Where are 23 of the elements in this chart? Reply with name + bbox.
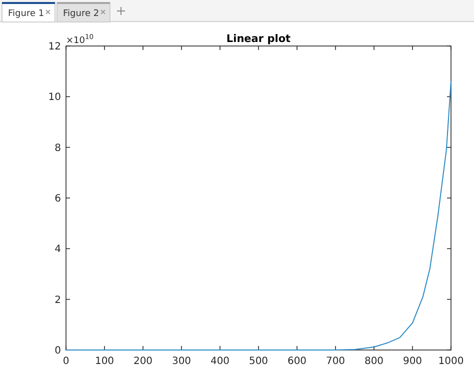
x-tick-label: 800	[364, 356, 384, 367]
x-tick-label: 200	[133, 356, 153, 367]
annotation: ×10$^{10}$	[66, 33, 94, 46]
x-tick-label: 1000	[438, 356, 464, 367]
caption: Figure 1	[8, 9, 44, 19]
x-tick-label: 0	[62, 356, 70, 367]
y-tick-label: 12	[48, 42, 61, 52]
x-tick-label: 300	[172, 356, 192, 367]
y-tick-label: 4	[54, 244, 61, 256]
caption: Figure 2	[63, 9, 100, 19]
y-tick-label: 6	[54, 194, 61, 204]
chart-title: Linear plot	[226, 33, 291, 45]
y-tick-label: 10	[48, 92, 61, 104]
x-tick-label: 700	[326, 356, 346, 367]
x-tick-label: 900	[402, 356, 422, 367]
x-tick-label: 100	[94, 356, 114, 367]
x-tick-label: 500	[248, 356, 268, 367]
y-tick-label: 0	[54, 346, 61, 356]
y-tick-label: 8	[54, 142, 61, 154]
line-series	[66, 80, 452, 350]
x-tick-label: 400	[210, 356, 230, 367]
x-tick-label: 600	[287, 356, 307, 367]
y-tick-label: 2	[54, 294, 61, 306]
